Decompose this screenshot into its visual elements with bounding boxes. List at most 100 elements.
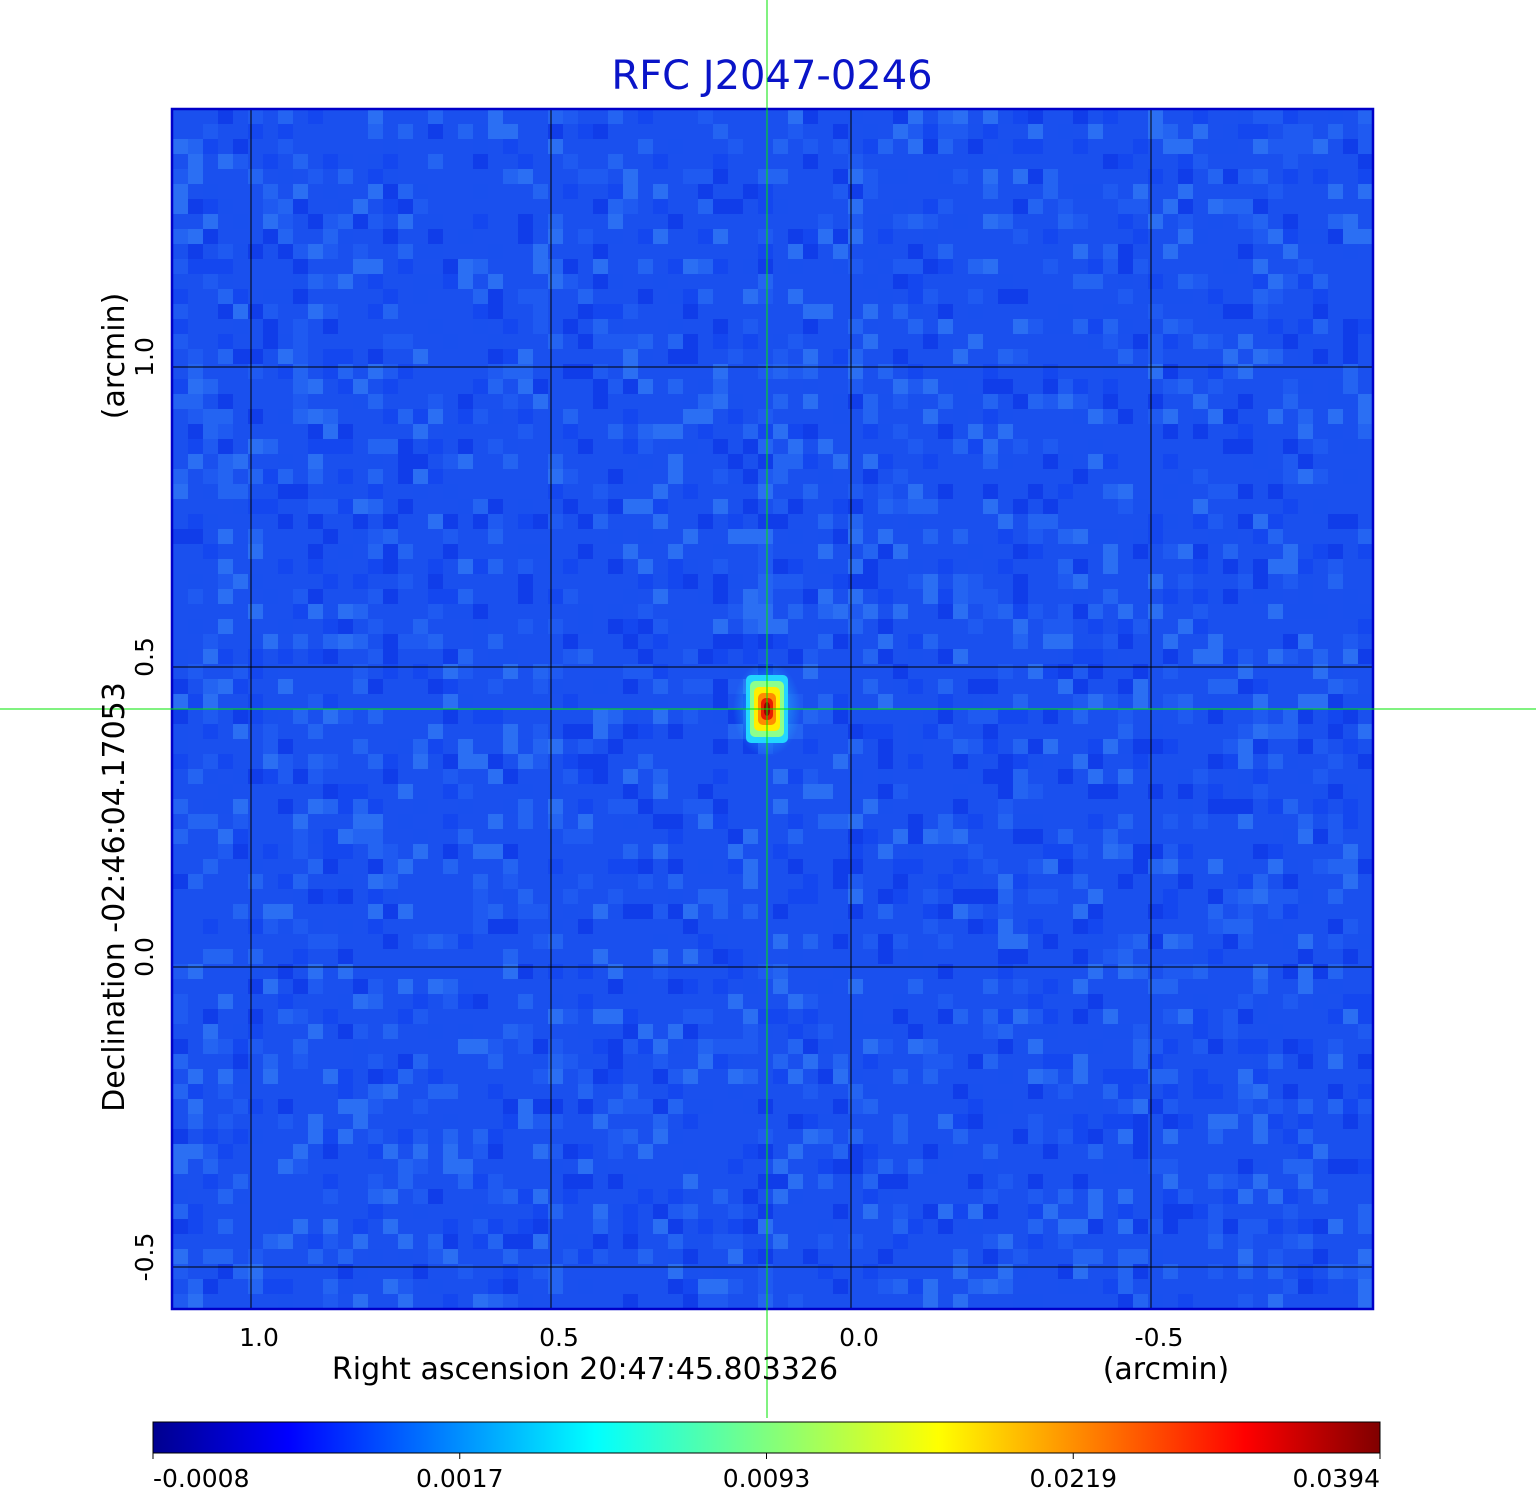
- noise-pixel: [353, 394, 368, 409]
- noise-pixel: [1118, 409, 1133, 424]
- noise-pixel: [218, 1084, 233, 1099]
- noise-pixel: [173, 274, 188, 289]
- noise-pixel: [233, 709, 248, 724]
- noise-pixel: [713, 949, 728, 964]
- noise-pixel: [998, 664, 1013, 679]
- noise-pixel: [608, 604, 623, 619]
- noise-pixel: [203, 754, 218, 769]
- noise-pixel: [1103, 1009, 1118, 1024]
- noise-pixel: [323, 1144, 338, 1159]
- noise-pixel: [713, 124, 728, 139]
- noise-pixel: [983, 364, 998, 379]
- noise-pixel: [863, 1054, 878, 1069]
- noise-pixel: [323, 424, 338, 439]
- noise-pixel: [563, 769, 578, 784]
- noise-pixel: [608, 1039, 623, 1054]
- noise-pixel: [338, 919, 353, 934]
- noise-pixel: [278, 1009, 293, 1024]
- noise-pixel: [833, 694, 848, 709]
- noise-pixel: [1073, 649, 1088, 664]
- noise-pixel: [458, 799, 473, 814]
- noise-pixel: [1193, 544, 1208, 559]
- noise-pixel: [743, 469, 758, 484]
- noise-pixel: [1328, 1054, 1343, 1069]
- noise-pixel: [623, 1234, 638, 1249]
- noise-pixel: [758, 529, 773, 544]
- noise-pixel: [293, 1039, 308, 1054]
- noise-pixel: [218, 1039, 233, 1054]
- noise-pixel: [548, 589, 563, 604]
- noise-pixel: [353, 1294, 368, 1309]
- noise-pixel: [368, 1054, 383, 1069]
- noise-pixel: [1208, 784, 1223, 799]
- noise-pixel: [1163, 454, 1178, 469]
- noise-pixel: [1103, 559, 1118, 574]
- noise-pixel: [263, 754, 278, 769]
- noise-pixel: [1238, 244, 1253, 259]
- noise-pixel: [383, 874, 398, 889]
- noise-pixel: [1343, 994, 1358, 1009]
- noise-pixel: [743, 829, 758, 844]
- noise-pixel: [743, 499, 758, 514]
- noise-pixel: [503, 454, 518, 469]
- noise-pixel: [743, 649, 758, 664]
- noise-pixel: [263, 739, 278, 754]
- noise-pixel: [173, 304, 188, 319]
- noise-pixel: [1358, 394, 1373, 409]
- noise-pixel: [1133, 499, 1148, 514]
- noise-pixel: [998, 874, 1013, 889]
- noise-pixel: [323, 799, 338, 814]
- noise-pixel: [1343, 694, 1358, 709]
- noise-pixel: [1343, 469, 1358, 484]
- noise-pixel: [473, 889, 488, 904]
- noise-pixel: [1358, 109, 1373, 124]
- noise-pixel: [518, 1234, 533, 1249]
- noise-pixel: [263, 469, 278, 484]
- noise-pixel: [1343, 334, 1358, 349]
- noise-pixel: [1253, 349, 1268, 364]
- noise-pixel: [638, 1249, 653, 1264]
- noise-pixel: [878, 769, 893, 784]
- noise-pixel: [683, 1264, 698, 1279]
- noise-pixel: [968, 739, 983, 754]
- noise-pixel: [1343, 604, 1358, 619]
- noise-pixel: [203, 439, 218, 454]
- noise-pixel: [818, 634, 833, 649]
- noise-pixel: [1043, 499, 1058, 514]
- noise-pixel: [863, 184, 878, 199]
- noise-pixel: [308, 829, 323, 844]
- noise-pixel: [1313, 499, 1328, 514]
- noise-pixel: [818, 469, 833, 484]
- noise-pixel: [668, 214, 683, 229]
- noise-pixel: [428, 724, 443, 739]
- noise-pixel: [398, 739, 413, 754]
- noise-pixel: [998, 454, 1013, 469]
- noise-pixel: [518, 544, 533, 559]
- noise-pixel: [623, 364, 638, 379]
- noise-pixel: [668, 904, 683, 919]
- noise-pixel: [938, 649, 953, 664]
- noise-pixel: [668, 469, 683, 484]
- noise-pixel: [1088, 1099, 1103, 1114]
- noise-pixel: [1118, 154, 1133, 169]
- noise-pixel: [1253, 1069, 1268, 1084]
- noise-pixel: [293, 889, 308, 904]
- noise-pixel: [578, 229, 593, 244]
- noise-pixel: [263, 229, 278, 244]
- noise-pixel: [923, 259, 938, 274]
- noise-pixel: [1073, 1264, 1088, 1279]
- noise-pixel: [368, 649, 383, 664]
- noise-pixel: [638, 289, 653, 304]
- noise-pixel: [1223, 349, 1238, 364]
- noise-pixel: [1163, 1219, 1178, 1234]
- noise-pixel: [653, 424, 668, 439]
- noise-pixel: [1313, 229, 1328, 244]
- noise-pixel: [1178, 229, 1193, 244]
- noise-pixel: [1163, 1099, 1178, 1114]
- noise-pixel: [998, 1009, 1013, 1024]
- noise-pixel: [608, 109, 623, 124]
- noise-pixel: [698, 814, 713, 829]
- noise-pixel: [848, 319, 863, 334]
- noise-pixel: [1253, 874, 1268, 889]
- noise-pixel: [338, 964, 353, 979]
